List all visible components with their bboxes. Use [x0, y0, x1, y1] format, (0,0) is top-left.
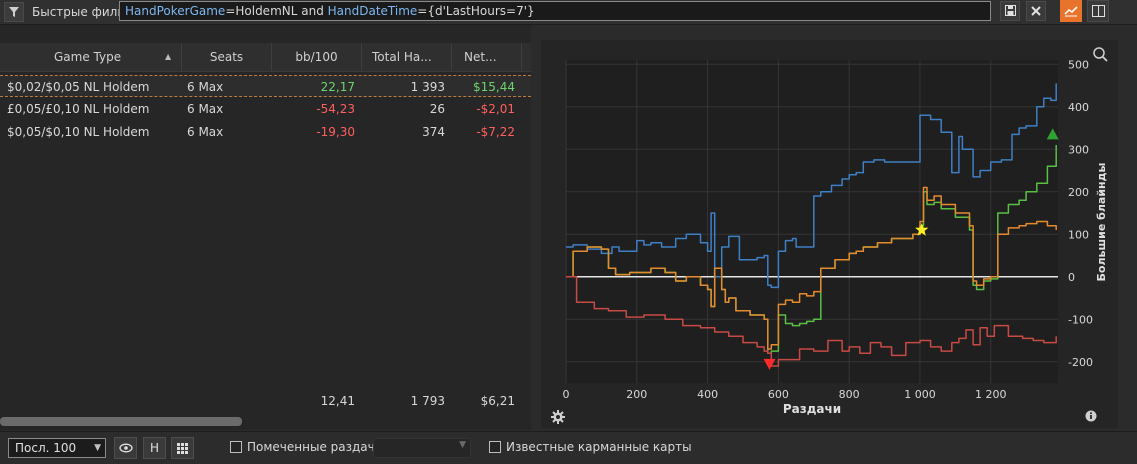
cell-total-hands: 374: [422, 125, 445, 139]
blue-series-line: [566, 83, 1057, 289]
col-header-game-type[interactable]: Game Type ▲: [0, 43, 182, 71]
quick-filters-label: Быстрые фильт: [32, 5, 132, 19]
cell-total-hands: 1 393: [410, 80, 445, 94]
filter-icon[interactable]: [4, 2, 24, 22]
x-tick-label: 600: [768, 388, 789, 401]
table-row[interactable]: £0,05/£0,10 NL Holdem 6 Max -54,23 26 -$…: [0, 98, 531, 120]
triangle-down-marker: [763, 358, 776, 370]
y-tick-label: 100: [1068, 228, 1089, 241]
cell-net: -$7,22: [476, 125, 515, 139]
sort-asc-icon: ▲: [165, 52, 172, 61]
col-header-bb100[interactable]: bb/100: [272, 43, 362, 71]
red-series-line: [566, 276, 1057, 367]
info-icon[interactable]: [1085, 410, 1097, 422]
table-row[interactable]: $0,05/$0,10 NL Holdem 6 Max -19,30 374 -…: [0, 121, 531, 143]
quick-filter-bar: Быстрые фильт HandPokerGame=HoldemNL and…: [0, 0, 1137, 25]
marked-hands-label: Помеченные раздачи: [247, 440, 383, 454]
y-tick-label: 0: [1068, 271, 1075, 284]
cell-game-type: $0,05/$0,10 NL Holdem: [7, 125, 150, 139]
orange-series-line: [566, 186, 1057, 350]
y-axis-label: Большие блайнды: [1095, 162, 1108, 281]
y-tick-label: -100: [1068, 313, 1093, 326]
grid-icon[interactable]: [171, 437, 194, 459]
cell-total-hands: 26: [429, 102, 445, 116]
marked-hands-checkbox[interactable]: [230, 441, 242, 453]
x-tick-label: 200: [626, 388, 647, 401]
total-bb100: 12,41: [320, 394, 355, 408]
x-tick-label: 1 000: [904, 388, 936, 401]
table-row[interactable]: $0,02/$0,05 NL Holdem 6 Max 22,17 1 393 …: [0, 75, 531, 97]
cell-game-type: £0,05/£0,10 NL Holdem: [7, 102, 150, 116]
save-icon[interactable]: [1000, 1, 1020, 21]
cell-game-type: $0,02/$0,05 NL Holdem: [7, 80, 150, 94]
hands-range-select[interactable]: Посл. 100 ▼: [8, 438, 106, 458]
chevron-down-icon: ▼: [459, 440, 466, 450]
y-tick-label: 200: [1068, 186, 1089, 199]
profit-chart[interactable]: 0 200 400 600 800 1 000 1 2005004003002001000-…: [541, 40, 1118, 428]
total-hands: 1 793: [410, 394, 445, 408]
x-axis-label: Раздачи: [783, 402, 841, 416]
col-header-net[interactable]: Net...: [452, 43, 522, 71]
horizontal-scrollbar[interactable]: [0, 417, 242, 426]
known-cards-label: Известные карманные карты: [506, 440, 692, 454]
query-op-date: ={d'LastHours=7'}: [417, 4, 535, 18]
query-op-game: =HoldemNL and: [225, 4, 328, 18]
filter-query-input[interactable]: HandPokerGame=HoldemNL and HandDateTime=…: [119, 1, 991, 21]
gear-icon[interactable]: [551, 410, 565, 424]
total-net: $6,21: [480, 394, 515, 408]
y-tick-label: 500: [1068, 58, 1089, 71]
y-tick-label: -200: [1068, 356, 1093, 369]
marked-hands-select[interactable]: ▼: [373, 438, 471, 458]
plot-area: [566, 60, 1058, 383]
chevron-down-icon: ▼: [94, 443, 101, 453]
query-field-game: HandPokerGame: [125, 4, 226, 18]
line-chart-icon[interactable]: [1060, 0, 1082, 22]
y-tick-label: 400: [1068, 101, 1089, 114]
cell-net: $15,44: [473, 80, 515, 94]
profit-chart-panel: 0 200 400 600 800 1 000 1 200 500 400 300 200 100 0-…: [541, 40, 1118, 428]
cell-seats: 6 Max: [187, 125, 224, 139]
cell-bb100: 22,17: [320, 80, 355, 94]
x-tick-label: 800: [839, 388, 860, 401]
h-button[interactable]: H: [143, 437, 166, 459]
triangle-up-marker: [1046, 128, 1059, 140]
stats-table: Game Type ▲ Seats bb/100 Total Ha... Net…: [0, 25, 531, 430]
cell-bb100: -19,30: [316, 125, 355, 139]
cell-seats: 6 Max: [187, 102, 224, 116]
eye-icon[interactable]: [114, 437, 137, 459]
known-cards-checkbox[interactable]: [489, 441, 501, 453]
query-field-date: HandDateTime: [327, 4, 418, 18]
x-tick-label: 0: [563, 388, 570, 401]
col-header-seats[interactable]: Seats: [182, 43, 272, 71]
cell-net: -$2,01: [476, 102, 515, 116]
y-tick-label: 300: [1068, 143, 1089, 156]
col-header-total-hands[interactable]: Total Ha...: [362, 43, 452, 71]
table-header: Game Type ▲ Seats bb/100 Total Ha... Net…: [0, 43, 531, 72]
star-marker: [915, 223, 929, 236]
close-icon[interactable]: [1026, 1, 1046, 21]
x-tick-label: 1 200: [975, 388, 1007, 401]
cell-bb100: -54,23: [316, 102, 355, 116]
totals-row: 12,41 1 793 $6,21: [0, 391, 531, 411]
bottom-toolbar: Посл. 100 ▼ H Помеченные раздачи ▼ Извес…: [0, 431, 1137, 464]
cell-seats: 6 Max: [187, 80, 224, 94]
x-tick-label: 400: [697, 388, 718, 401]
split-layout-icon[interactable]: [1087, 0, 1109, 22]
magnifier-icon[interactable]: [1093, 47, 1108, 62]
